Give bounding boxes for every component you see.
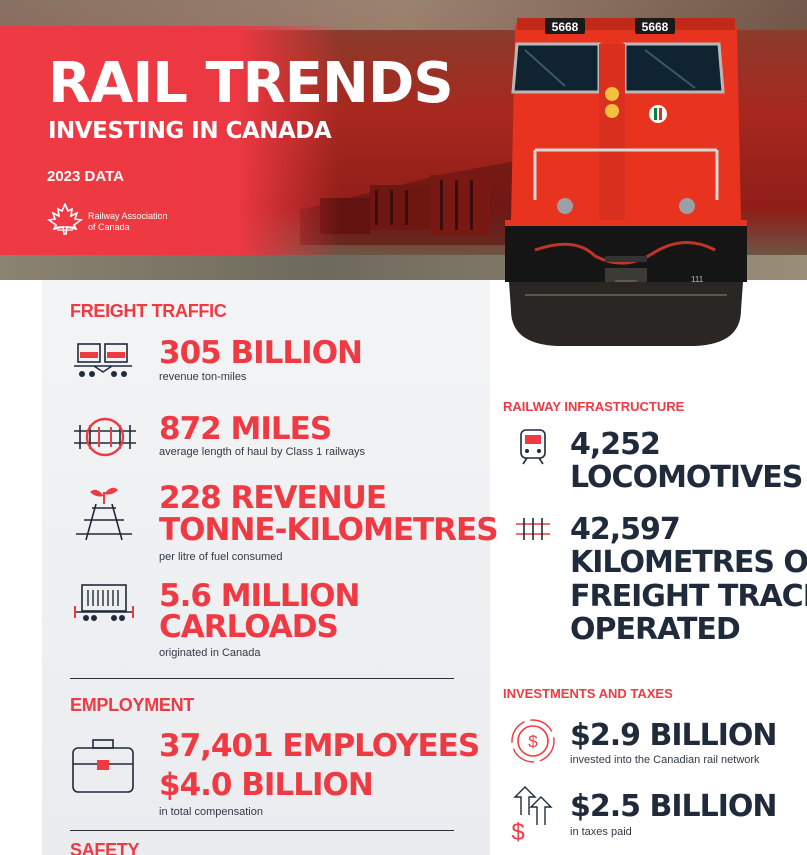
left-panel: [42, 280, 490, 855]
track-km-label-2: FREIGHT TRACK: [570, 579, 807, 614]
taxes-value: $2.5 BILLION: [570, 789, 777, 824]
track-km-label-3: OPERATED: [570, 612, 741, 647]
divider-2: [70, 830, 454, 831]
divider-1: [70, 678, 454, 679]
locomotives-label: LOCOMOTIVES: [570, 460, 803, 495]
locomotive-icon: [520, 429, 546, 465]
freight-traffic-heading: FREIGHT TRAFFIC: [70, 301, 227, 321]
freight-value-4a: 5.6 MILLION: [159, 578, 360, 614]
investment-caption: invested into the Canadian rail network: [570, 754, 760, 766]
svg-text:$: $: [528, 732, 538, 751]
track-distance-icon: [74, 417, 136, 457]
locomotive-image: 5668 5668 111: [505, 18, 747, 346]
investments-heading: INVESTMENTS AND TAXES: [503, 686, 673, 701]
freight-caption-2: average length of haul by Class 1 railwa…: [159, 446, 366, 458]
container-car-icon: [74, 584, 134, 621]
freight-caption-3: per litre of fuel consumed: [159, 551, 283, 563]
dollar-growth-icon: $: [511, 786, 553, 845]
employment-heading: EMPLOYMENT: [70, 695, 195, 715]
briefcase-icon: [72, 739, 134, 793]
svg-text:$: $: [511, 819, 524, 845]
loco-number-right: 5668: [642, 20, 669, 34]
employees-count: 37,401 EMPLOYEES: [159, 728, 480, 764]
loco-number-left: 5668: [552, 20, 579, 34]
compensation-caption: in total compensation: [159, 806, 263, 818]
page-title: RAIL TRENDS: [48, 51, 454, 116]
org-name-line2: of Canada: [88, 222, 130, 232]
investment-value: $2.9 BILLION: [570, 718, 777, 753]
freight-value-4b: CARLOADS: [159, 609, 339, 645]
locomotives-number: 4,252: [570, 427, 661, 462]
infrastructure-heading: RAILWAY INFRASTRUCTURE: [503, 399, 685, 414]
org-name-line1: Railway Association: [88, 211, 168, 221]
freight-value-3b: TONNE-KILOMETRES: [159, 512, 499, 548]
compensation-value: $4.0 BILLION: [159, 767, 374, 803]
page-subtitle: INVESTING IN CANADA: [48, 118, 332, 144]
track-km-number: 42,597: [570, 512, 681, 547]
maple-leaf-logo-icon: [47, 203, 83, 235]
freight-caption-4: originated in Canada: [159, 647, 261, 659]
freight-value-2: 872 MILES: [159, 411, 332, 447]
taxes-caption: in taxes paid: [570, 826, 632, 838]
freight-value-3a: 228 REVENUE: [159, 480, 387, 516]
freight-value-1: 305 BILLION: [159, 335, 363, 371]
org-name: Railway Association of Canada: [88, 211, 168, 233]
data-year-label: 2023 DATA: [47, 168, 124, 185]
safety-heading: SAFETY: [70, 840, 140, 855]
dollar-coin-icon: $: [511, 719, 555, 763]
rail-track-icon: [516, 518, 550, 540]
freight-caption-1: revenue ton-miles: [159, 371, 247, 383]
track-km-label-1: KILOMETRES OF: [570, 545, 807, 580]
hero-red-overlay: [0, 26, 340, 256]
loco-plate: 111: [691, 275, 704, 284]
freight-wagon-icon: [74, 343, 132, 377]
eco-track-icon: [76, 487, 132, 541]
